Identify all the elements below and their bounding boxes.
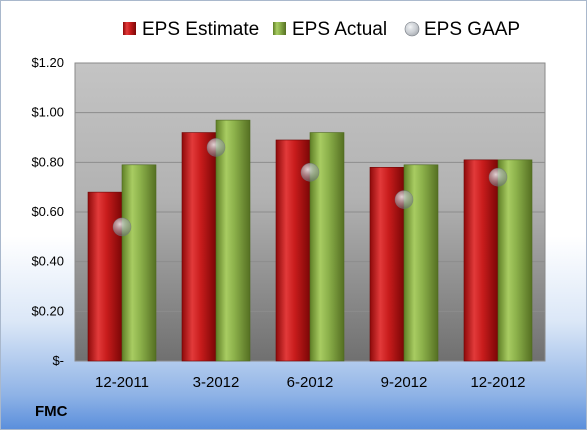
x-tick-label: 12-2011 — [95, 374, 149, 391]
estimate-bar — [181, 132, 217, 362]
gaap-point — [488, 167, 508, 187]
actual-bar — [215, 119, 251, 362]
legend: EPS Estimate EPS Actual EPS GAAP — [123, 19, 520, 40]
estimate-bar — [463, 159, 499, 362]
y-axis: $- $0.20 $0.40 $0.60 $0.80 $1.00 $1.20 — [31, 55, 64, 368]
x-tick-label: 3-2012 — [193, 374, 240, 391]
actual-bar — [121, 164, 157, 362]
y-tick-label: $1.20 — [31, 55, 64, 70]
x-axis: 12-2011 3-2012 6-2012 9-2012 12-2012 — [95, 374, 526, 391]
gaap-point — [112, 217, 132, 237]
x-tick-label: 6-2012 — [287, 374, 334, 391]
gaap-point — [206, 138, 226, 157]
y-tick-label: $0.80 — [31, 154, 64, 169]
x-tick-label: 12-2012 — [470, 374, 525, 391]
ticker-label: FMC — [35, 403, 68, 420]
estimate-bar — [87, 191, 123, 362]
y-tick-label: $- — [52, 353, 64, 368]
legend-label: EPS Estimate — [142, 19, 259, 40]
legend-swatch — [404, 21, 420, 37]
legend-label: EPS Actual — [292, 19, 387, 40]
y-tick-label: $0.60 — [31, 204, 64, 219]
legend-label: EPS GAAP — [424, 19, 520, 40]
gaap-point — [394, 190, 414, 209]
actual-bar — [497, 159, 533, 362]
y-tick-label: $1.00 — [31, 105, 64, 120]
legend-swatch — [273, 22, 286, 35]
gaap-points — [112, 138, 508, 237]
legend-swatch — [123, 22, 136, 35]
x-tick-label: 9-2012 — [381, 374, 428, 391]
gaap-point — [300, 162, 320, 182]
y-tick-label: $0.20 — [31, 303, 64, 318]
y-tick-label: $0.40 — [31, 254, 64, 269]
